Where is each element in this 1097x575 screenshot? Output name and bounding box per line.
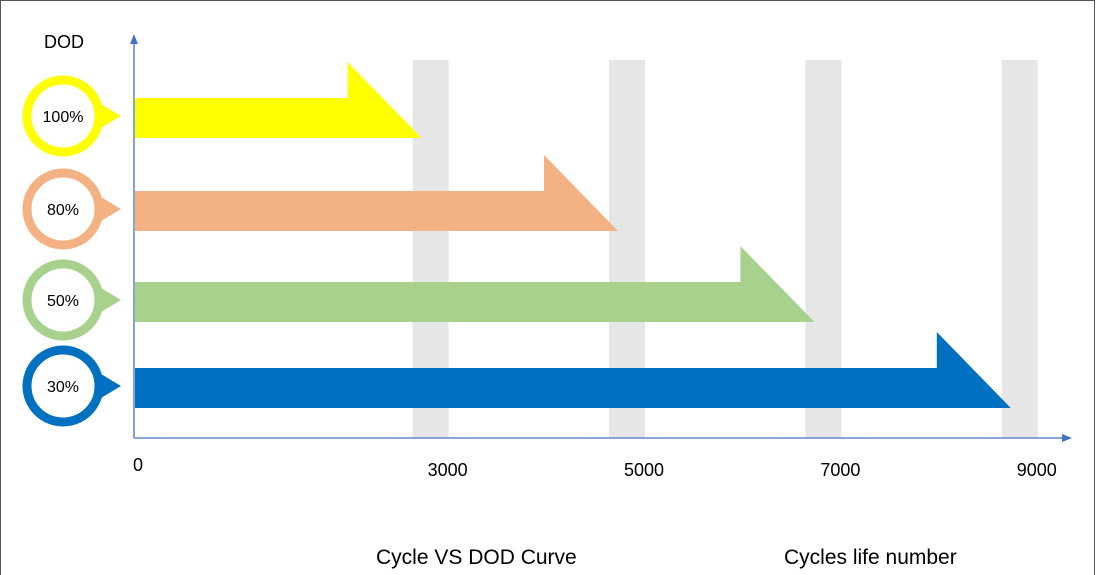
x-origin-label: 0	[133, 455, 143, 475]
badge-label: 50%	[47, 293, 79, 310]
dod-badge-80pct: 80%	[22, 168, 121, 250]
bar-100pct	[135, 62, 422, 138]
badge-pointer	[101, 197, 121, 221]
badge-pointer	[101, 288, 121, 312]
x-axis-arrowhead	[1062, 434, 1072, 442]
badge-label: 30%	[47, 379, 79, 396]
badge-pointer	[101, 104, 121, 128]
badge-pointer	[101, 374, 121, 398]
y-axis-title: DOD	[44, 32, 84, 52]
axes	[130, 34, 1072, 442]
x-axis-title: Cycles life number	[784, 546, 957, 569]
badge-label: 80%	[47, 202, 79, 219]
badge-ring	[22, 345, 104, 427]
badge-ring	[22, 168, 104, 250]
chart-caption: Cycle VS DOD Curve	[376, 546, 577, 569]
dod-badge-50pct: 50%	[22, 259, 121, 341]
dod-badge-30pct: 30%	[22, 345, 121, 427]
bar-50pct	[135, 246, 815, 322]
y-axis-arrowhead	[130, 34, 138, 44]
badge-ring	[22, 259, 104, 341]
dod-badges: 100% 80% 50% 30%	[22, 75, 121, 427]
badge-label: 100%	[43, 109, 84, 126]
x-tick-label-5000: 5000	[624, 460, 664, 480]
x-tick-label-3000: 3000	[428, 460, 468, 480]
x-tick-labels: 3000 5000 7000 9000	[428, 460, 1057, 480]
x-tick-label-9000: 9000	[1017, 460, 1057, 480]
dod-badge-100pct: 100%	[22, 75, 121, 157]
x-tick-label-7000: 7000	[820, 460, 860, 480]
bars	[135, 62, 1011, 408]
bar-80pct	[135, 155, 618, 231]
badge-ring	[22, 75, 104, 157]
bar-30pct	[135, 332, 1011, 408]
grid-band-9000	[1001, 60, 1038, 438]
